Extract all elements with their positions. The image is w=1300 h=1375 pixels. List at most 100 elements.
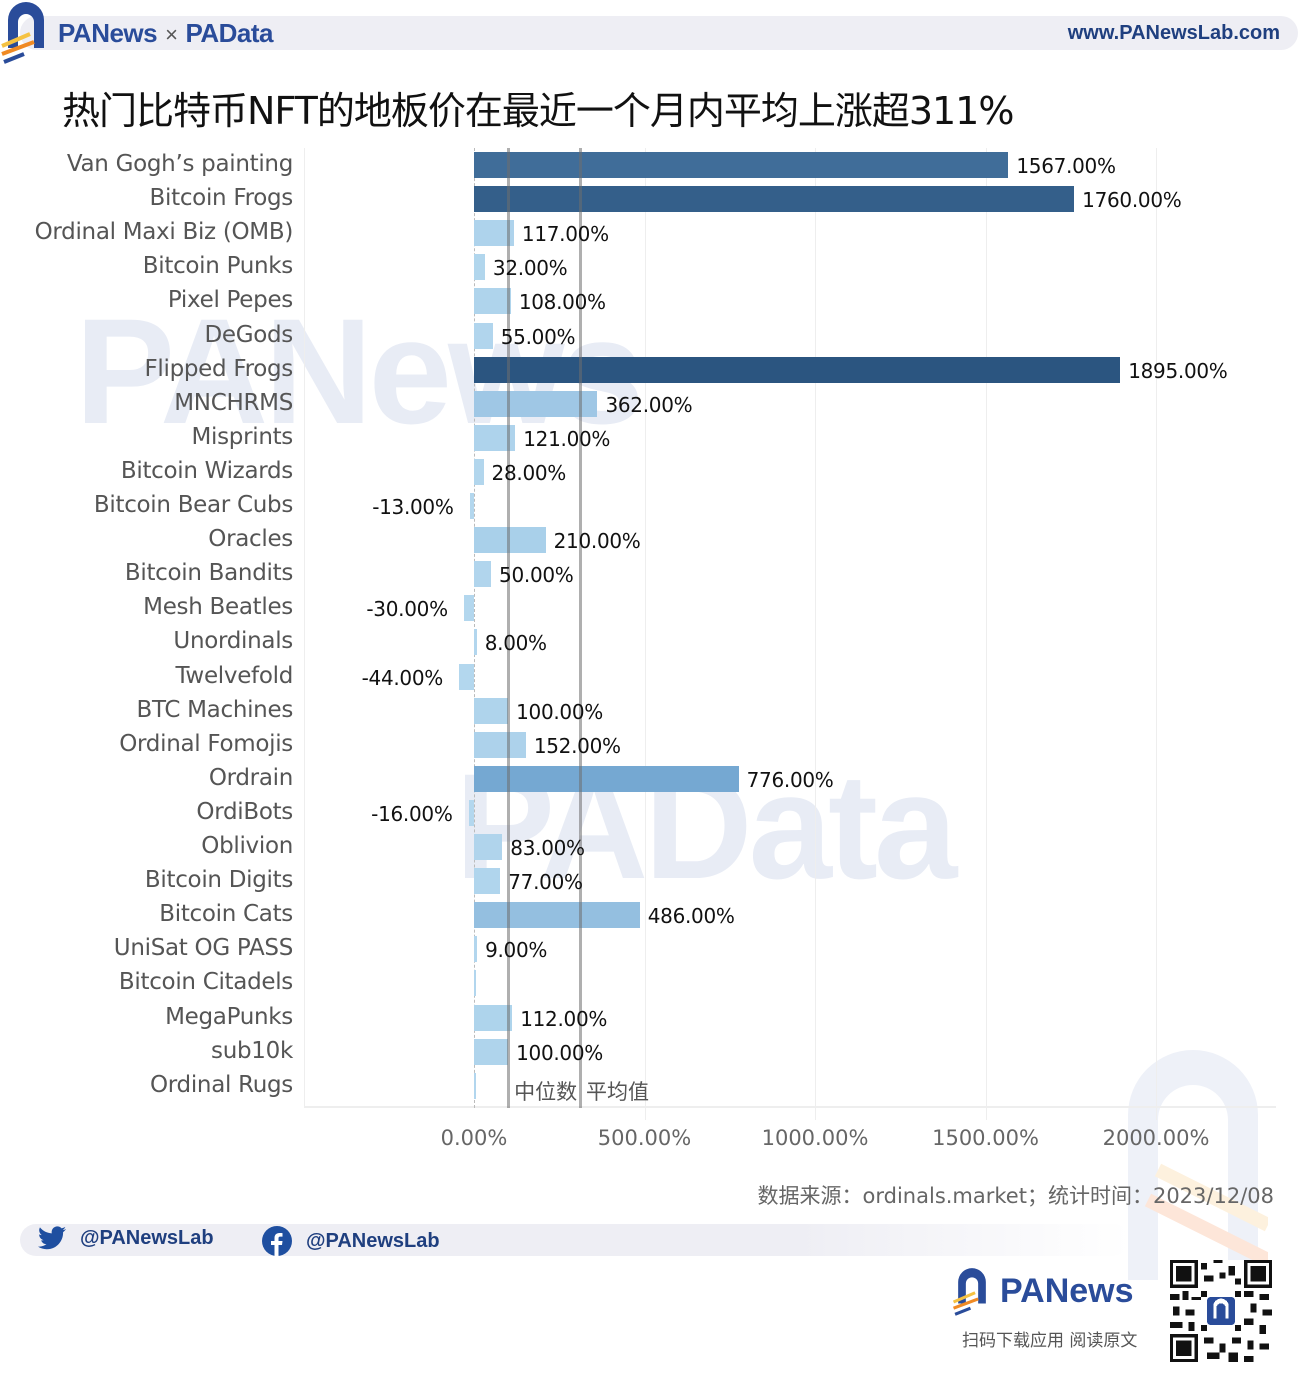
bar[interactable] — [474, 697, 509, 724]
chart-row: MNCHRMS 362.00% — [0, 387, 1300, 421]
value-label: 117.00% — [521, 222, 609, 247]
bar[interactable] — [474, 765, 739, 792]
chart-row: Misprints 121.00% — [0, 421, 1300, 455]
twitter-link[interactable]: @PANewsLab — [38, 1226, 214, 1250]
chart-row: Pixel Pepes 108.00% — [0, 284, 1300, 318]
gridline — [985, 148, 987, 1120]
category-label: Twelvefold — [175, 662, 293, 689]
chart-row: Ordrain 776.00% — [0, 762, 1300, 796]
category-label: Van Gogh’s painting — [66, 151, 293, 177]
facebook-link[interactable]: @PANewsLab — [262, 1226, 440, 1256]
category-label: Bitcoin Bandits — [124, 560, 293, 587]
twitter-icon — [38, 1226, 66, 1250]
bar[interactable] — [474, 936, 478, 963]
bar[interactable] — [474, 1038, 509, 1065]
category-label: Bitcoin Citadels — [118, 969, 293, 996]
bar[interactable] — [474, 254, 485, 281]
bar[interactable] — [474, 970, 476, 997]
chart-title: 热门比特币NFT的地板价在最近一个月内平均上涨超311% — [62, 89, 1014, 133]
value-label: 486.00% — [647, 904, 735, 929]
bar[interactable] — [474, 458, 484, 485]
footer-logo-icon — [952, 1268, 986, 1316]
category-label: UniSat OG PASS — [113, 935, 294, 962]
category-label: Bitcoin Punks — [142, 253, 294, 280]
bar[interactable] — [469, 493, 474, 519]
median-label: 中位数 — [514, 1080, 578, 1104]
x-axis-tick: 2000.00% — [1102, 1126, 1210, 1150]
bar[interactable] — [474, 902, 640, 929]
bar[interactable] — [474, 356, 1121, 383]
bar[interactable] — [474, 1004, 513, 1031]
value-label: -44.00% — [361, 665, 444, 690]
bar[interactable] — [474, 868, 501, 895]
value-label: 362.00% — [605, 392, 693, 417]
value-label: 77.00% — [508, 870, 583, 895]
bar[interactable] — [474, 322, 493, 349]
bar[interactable] — [474, 527, 546, 554]
bar[interactable] — [474, 834, 503, 860]
gridline — [644, 148, 646, 1120]
value-label: 1760.00% — [1082, 188, 1182, 213]
category-label: Bitcoin Bear Cubs — [93, 492, 293, 518]
category-label: Unordinals — [173, 628, 293, 655]
bar[interactable] — [474, 561, 492, 588]
value-label: 121.00% — [523, 426, 611, 451]
facebook-icon — [262, 1226, 292, 1256]
value-label: 112.00% — [520, 1006, 608, 1031]
qr-code-icon[interactable] — [1170, 1260, 1272, 1362]
chart-row: OrdiBots -16.00% — [0, 796, 1300, 830]
chart-row: Oracles 210.00% — [0, 523, 1300, 557]
chart-row: Van Gogh’s painting 1567.00% — [0, 148, 1300, 182]
facebook-handle: @PANewsLab — [306, 1229, 440, 1252]
bar[interactable] — [474, 390, 598, 417]
bar[interactable] — [463, 595, 474, 622]
category-label: Ordinal Maxi Biz (OMB) — [34, 219, 294, 246]
category-label: OrdiBots — [196, 798, 293, 825]
category-label: MegaPunks — [165, 1003, 293, 1030]
category-label: MNCHRMS — [174, 389, 293, 416]
bar[interactable] — [474, 288, 511, 315]
bar[interactable] — [474, 731, 526, 758]
value-label: 55.00% — [500, 324, 576, 349]
chart-row: Ordinal Maxi Biz (OMB) 117.00% — [0, 216, 1300, 250]
x-axis-tick: 1000.00% — [761, 1126, 869, 1150]
chart-row: sub10k 100.00% — [0, 1035, 1300, 1069]
x-axis-tick: 1500.00% — [932, 1126, 1039, 1150]
mean-label: 平均值 — [586, 1080, 650, 1104]
x-axis-tick: 0.00% — [440, 1126, 508, 1150]
category-label: Pixel Pepes — [167, 287, 293, 314]
chart-row: BTC Machines 100.00% — [0, 694, 1300, 728]
chart-row: UniSat OG PASS 9.00% — [0, 932, 1300, 966]
plot-area — [304, 148, 1276, 1108]
chart-row: Bitcoin Wizards 28.00% — [0, 455, 1300, 489]
value-label: 9.00% — [485, 938, 548, 963]
category-label: Oblivion — [201, 833, 293, 859]
category-label: Oracles — [208, 526, 293, 553]
chart-row: Flipped Frogs 1895.00% — [0, 353, 1300, 387]
category-label: BTC Machines — [136, 696, 293, 723]
category-label: Ordinal Fomojis — [119, 730, 293, 757]
bar[interactable] — [458, 663, 474, 690]
brand-padata: PAData — [185, 18, 274, 48]
bar[interactable] — [474, 1072, 476, 1099]
chart-row: Twelvefold -44.00% — [0, 660, 1300, 694]
category-label: Ordinal Rugs — [149, 1071, 293, 1098]
value-label: -13.00% — [372, 495, 454, 519]
chart-row: Ordinal Fomojis 152.00% — [0, 728, 1300, 762]
bar[interactable] — [474, 186, 1075, 213]
chart-row: Bitcoin Punks 32.00% — [0, 250, 1300, 284]
panews-logo-icon — [1, 2, 44, 64]
bar[interactable] — [474, 629, 477, 656]
bar[interactable] — [468, 799, 474, 826]
chart-row: Bitcoin Bandits 50.00% — [0, 557, 1300, 591]
chart-row: MegaPunks 112.00% — [0, 1001, 1300, 1035]
category-label: Bitcoin Frogs — [149, 185, 294, 212]
category-label: Flipped Frogs — [144, 355, 293, 382]
value-label: 1567.00% — [1016, 154, 1116, 178]
chart-row: Bitcoin Cats 486.00% — [0, 898, 1300, 932]
twitter-handle: @PANewsLab — [80, 1226, 214, 1249]
bar[interactable] — [474, 152, 1009, 178]
chart-row: Mesh Beatles -30.00% — [0, 591, 1300, 625]
site-url-link[interactable]: www.PANewsLab.com — [1067, 22, 1280, 44]
chart-row: Bitcoin Citadels — [0, 966, 1300, 1000]
